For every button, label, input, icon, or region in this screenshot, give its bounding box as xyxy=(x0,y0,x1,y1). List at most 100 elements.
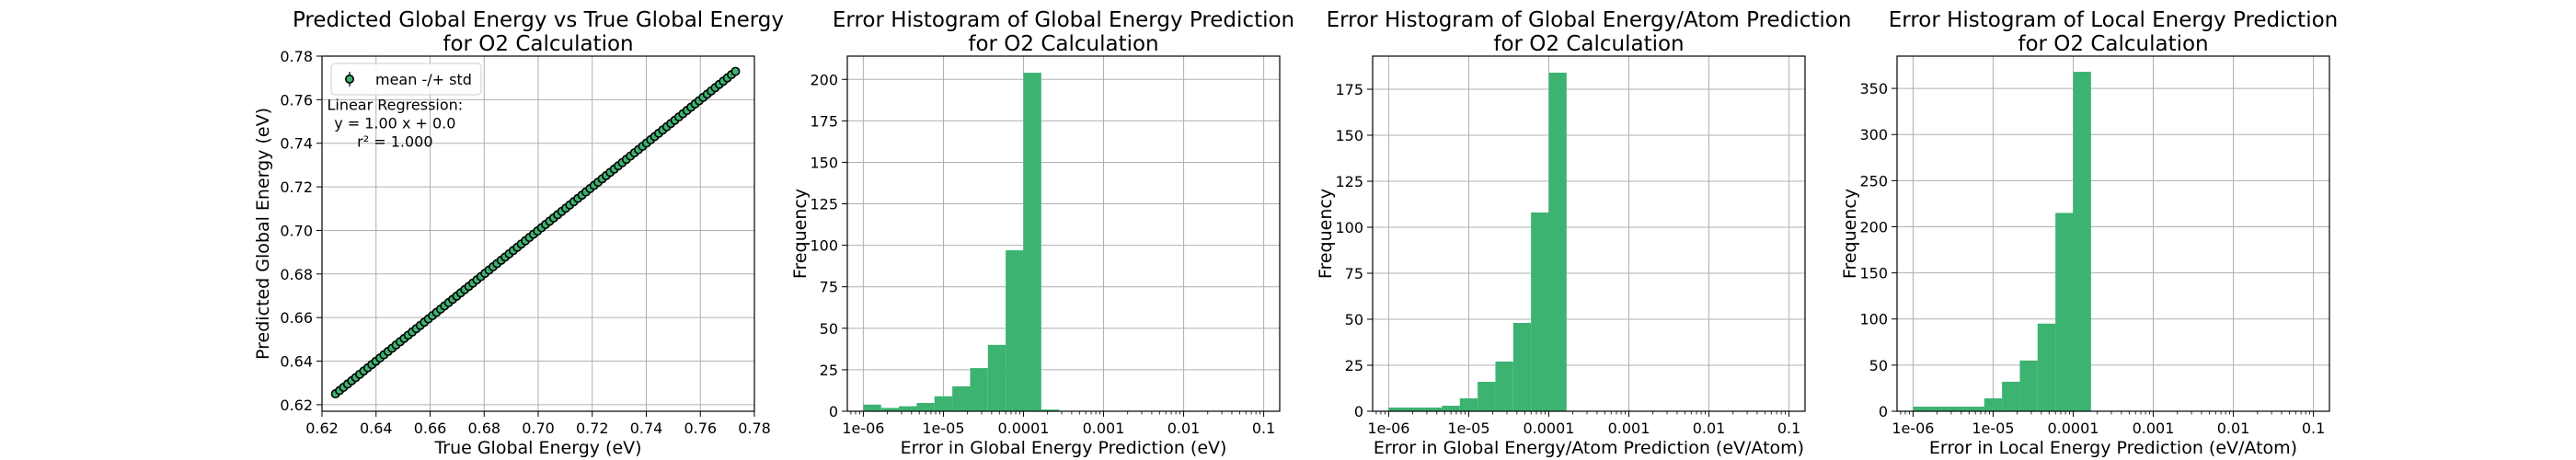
y-tick-label: 350 xyxy=(1859,80,1888,98)
histogram-bar xyxy=(934,396,953,411)
chart-title-line: Error Histogram of Global Energy/Atom Pr… xyxy=(1327,8,1852,32)
x-tick-label: 1e-06 xyxy=(842,420,884,437)
y-tick-label: 50 xyxy=(1345,311,1363,328)
y-tick-label: 50 xyxy=(820,320,838,338)
y-tick-label: 0.70 xyxy=(280,222,313,239)
y-tick-label: 0.72 xyxy=(280,178,313,196)
y-tick-label: 175 xyxy=(810,112,838,130)
histogram-bar xyxy=(1531,213,1549,411)
y-tick-label: 250 xyxy=(1859,172,1888,190)
chart-title-line: for O2 Calculation xyxy=(443,32,633,56)
histogram-bar xyxy=(1478,382,1496,411)
x-tick-label: 0.001 xyxy=(1083,420,1125,437)
histogram-bar xyxy=(970,368,988,411)
legend: mean -/+ std xyxy=(330,63,482,96)
histogram-bar xyxy=(1023,73,1041,411)
y-tick-label: 50 xyxy=(1869,357,1888,374)
y-tick-label: 200 xyxy=(1859,218,1888,236)
histogram-bar xyxy=(1930,406,1949,411)
histogram-bar xyxy=(1006,250,1024,411)
histogram-bar xyxy=(899,406,917,411)
histogram-bar xyxy=(863,404,881,411)
x-tick-label: 0.1 xyxy=(1252,420,1275,437)
histogram-bar xyxy=(1984,397,2003,411)
x-tick-label: 0.72 xyxy=(576,420,609,437)
legend-label: mean -/+ std xyxy=(375,71,472,88)
x-axis-label: Error in Global Energy/Atom Prediction (… xyxy=(1374,438,1804,458)
y-tick-label: 125 xyxy=(810,196,838,213)
histogram-bar xyxy=(1966,406,1984,411)
x-tick-label: 0.001 xyxy=(2133,420,2175,437)
chart-title-line: for O2 Calculation xyxy=(968,32,1158,56)
histogram-bar xyxy=(1388,408,1407,411)
x-tick-label: 1e-06 xyxy=(1367,420,1409,437)
y-tick-label: 25 xyxy=(820,362,838,379)
histogram-bar xyxy=(1459,398,1478,411)
x-tick-label: 0.64 xyxy=(360,420,393,437)
histogram-bar xyxy=(2019,360,2038,411)
x-tick-label: 0.68 xyxy=(467,420,500,437)
histogram-bar xyxy=(1424,408,1443,411)
y-tick-label: 0 xyxy=(1354,403,1363,420)
x-tick-label: 1e-05 xyxy=(922,420,964,437)
x-tick-label: 0.78 xyxy=(738,420,771,437)
histogram-bar xyxy=(2073,72,2091,411)
histogram-bar xyxy=(880,408,900,411)
plot-frame xyxy=(846,55,1281,412)
y-tick-label: 200 xyxy=(810,71,838,88)
y-tick-label: 300 xyxy=(1859,126,1888,144)
x-tick-label: 0.1 xyxy=(2302,420,2325,437)
plot-frame xyxy=(1896,55,2330,412)
y-axis-label: Predicted Global Energy (eV) xyxy=(253,108,273,360)
chart-title-line: Error Histogram of Global Energy Predict… xyxy=(833,8,1294,32)
chart-title-line: for O2 Calculation xyxy=(1493,32,1684,56)
histogram-bar xyxy=(1548,73,1567,411)
histogram-bar xyxy=(1512,323,1532,411)
y-tick-label: 75 xyxy=(820,279,838,296)
histogram-bar xyxy=(1495,362,1513,411)
x-tick-label: 0.1 xyxy=(1777,420,1800,437)
histogram-bar xyxy=(916,402,935,411)
y-axis-label: Frequency xyxy=(1316,189,1336,279)
y-tick-label: 100 xyxy=(1859,311,1888,328)
y-tick-label: 150 xyxy=(1859,265,1888,282)
y-tick-label: 0.62 xyxy=(280,397,313,414)
y-tick-label: 100 xyxy=(1335,219,1363,236)
x-tick-label: 0.01 xyxy=(1693,420,1726,437)
y-tick-label: 175 xyxy=(1335,81,1363,98)
histogram-bar xyxy=(1041,409,1060,411)
y-tick-label: 125 xyxy=(1335,173,1363,190)
x-tick-label: 0.66 xyxy=(414,420,447,437)
histogram-bar xyxy=(2055,213,2074,411)
x-tick-label: 1e-05 xyxy=(1447,420,1489,437)
histogram-bar xyxy=(1913,406,1931,411)
y-tick-label: 150 xyxy=(810,154,838,171)
x-tick-label: 0.001 xyxy=(1608,420,1650,437)
plot-frame xyxy=(321,55,755,412)
histogram-bar xyxy=(2037,323,2056,411)
y-tick-label: 0.74 xyxy=(280,135,313,153)
y-tick-label: 25 xyxy=(1345,357,1363,374)
y-tick-label: 0.76 xyxy=(280,91,313,109)
y-tick-label: 0.68 xyxy=(280,266,313,283)
data-point xyxy=(730,66,741,76)
y-tick-label: 0 xyxy=(1879,403,1888,420)
regression-annotation-line: Linear Regression: xyxy=(327,97,463,114)
histogram-bar xyxy=(2002,381,2020,411)
y-tick-label: 75 xyxy=(1345,265,1363,282)
y-tick-label: 0.66 xyxy=(280,309,313,327)
legend-box xyxy=(330,63,482,96)
y-tick-label: 100 xyxy=(810,237,838,255)
x-axis-label: Error in Local Energy Prediction (eV/Ato… xyxy=(1929,438,2297,458)
legend-marker xyxy=(344,75,354,85)
y-axis-label: Frequency xyxy=(1840,189,1860,279)
y-axis-label: Frequency xyxy=(790,189,811,279)
x-axis-label: Error in Global Energy Prediction (eV) xyxy=(901,438,1227,458)
x-tick-label: 1e-05 xyxy=(1972,420,2014,437)
x-tick-label: 0.62 xyxy=(305,420,339,437)
chart-panel-energy-per-atom-error-histogram: Error Histogram of Global Energy/Atom Pr… xyxy=(1316,8,1851,458)
regression-annotation-line: y = 1.00 x + 0.0 xyxy=(334,115,455,132)
x-tick-label: 0.76 xyxy=(684,420,717,437)
histogram-bar xyxy=(1406,408,1425,411)
